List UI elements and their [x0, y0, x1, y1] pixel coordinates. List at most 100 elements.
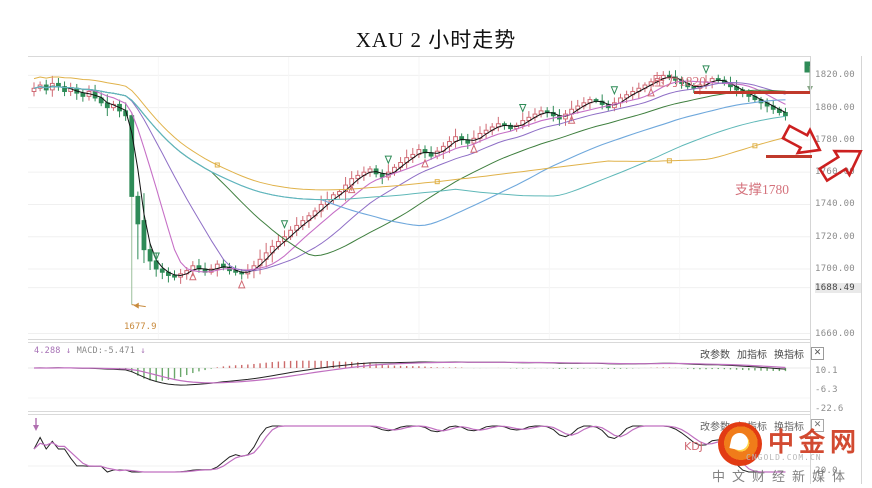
kdj-add-indicator-button[interactable]: 加指标 — [737, 422, 767, 433]
candlestick — [453, 128, 458, 148]
candlestick — [147, 243, 153, 270]
kdj-canvas[interactable] — [28, 414, 810, 484]
candlestick — [56, 77, 61, 91]
macd-dif-value: 4.288 — [34, 346, 61, 356]
candlestick — [618, 93, 623, 108]
macd-arrow-1: ↓ — [65, 346, 72, 356]
signal-triangle-3 — [280, 220, 289, 229]
candlestick — [135, 191, 141, 260]
moving-average-line-0 — [33, 76, 786, 276]
kdj-panel — [28, 414, 810, 484]
candlestick — [422, 145, 428, 159]
low-marker-arrow-icon — [133, 302, 139, 309]
candlestick — [563, 109, 568, 126]
price-axis-label-6: 1700.00 — [815, 264, 856, 274]
candlestick — [318, 195, 324, 218]
ma-marker-0 — [214, 162, 220, 168]
price-axis-label-2: 1780.00 — [815, 134, 856, 145]
candlestick — [330, 191, 336, 204]
ma-marker-1 — [434, 179, 440, 185]
candlestick — [159, 263, 165, 280]
support-level-line — [766, 155, 812, 158]
candlestick — [31, 82, 37, 97]
direction-arrows — [781, 124, 863, 183]
candlestick — [312, 207, 318, 220]
candlestick — [532, 108, 538, 122]
signal-triangle-11 — [647, 87, 655, 97]
signal-triangle-10 — [610, 86, 619, 96]
macd-bottom-border — [28, 411, 810, 412]
price-axis-label-3: 1760.00 — [815, 167, 856, 178]
candlestick — [416, 144, 422, 158]
kdj-close-icon[interactable]: ✕ — [811, 419, 824, 432]
kdj-toolbar[interactable]: 改参数 加指标 换指标 ✕ — [700, 418, 824, 433]
panel-bottom-border — [28, 339, 810, 340]
signal-triangle-1 — [189, 271, 197, 281]
candlestick — [630, 86, 636, 100]
candlestick — [691, 83, 697, 93]
price-chart-canvas[interactable] — [28, 56, 813, 340]
macd-dif-line — [33, 361, 786, 386]
kdj-label: KDJ — [684, 440, 703, 453]
moving-average-line-5 — [33, 86, 786, 201]
macd-add-indicator-button[interactable]: 加指标 — [737, 350, 767, 361]
axis-separator-left — [810, 56, 811, 484]
kdj-change-params-button[interactable]: 改参数 — [700, 422, 730, 433]
macd-axis-label-1: -6.3 — [815, 385, 838, 395]
moving-average-line-2 — [33, 82, 786, 272]
signal-triangle-12 — [702, 65, 710, 75]
candlestick — [196, 258, 202, 273]
candlestick — [508, 122, 513, 132]
low-price-marker: 1677.9 — [124, 322, 157, 332]
macd-canvas[interactable] — [28, 342, 810, 412]
signal-triangle-0 — [152, 252, 160, 262]
candlestick — [141, 193, 147, 264]
candlestick — [593, 97, 599, 104]
macd-switch-indicator-button[interactable]: 换指标 — [774, 350, 804, 361]
price-axis-label-0: 1820.00 — [815, 70, 856, 81]
candlestick — [361, 166, 367, 181]
candlestick — [495, 116, 501, 132]
kdj-axis-label-0: 20.0 — [815, 466, 838, 476]
candlestick — [294, 217, 300, 237]
price-axis-label-8: 1660.00 — [815, 328, 856, 339]
candlestick — [483, 123, 489, 139]
candlestick — [62, 81, 67, 97]
macd-toolbar[interactable]: 改参数 加指标 换指标 ✕ — [700, 346, 824, 361]
resistance-level-line — [694, 91, 810, 94]
candlestick — [300, 216, 306, 231]
candlestick — [410, 147, 416, 163]
macd-close-icon[interactable]: ✕ — [811, 347, 824, 360]
support-annotation: 支撑1780 — [735, 182, 789, 197]
candlestick — [355, 170, 361, 185]
resistance-annotation: 压力1820 — [652, 74, 706, 89]
kdj-top-border — [28, 414, 810, 415]
candlestick — [783, 107, 788, 121]
signal-triangle-4 — [347, 184, 356, 194]
candlestick — [404, 149, 410, 169]
price-chart-panel — [28, 56, 813, 340]
candlestick — [263, 242, 269, 268]
chart-title: XAU 2 小时走势 — [355, 28, 517, 52]
signal-triangle-7 — [470, 144, 478, 153]
macd-change-params-button[interactable]: 改参数 — [700, 350, 730, 361]
moving-average-line-1 — [33, 80, 786, 273]
panel-top-border — [28, 56, 810, 57]
signal-triangle-2 — [237, 279, 246, 289]
arrow-down-right-icon — [781, 124, 822, 155]
macd-dea-line — [34, 361, 786, 384]
macd-panel — [28, 342, 810, 412]
candlestick — [367, 166, 373, 177]
kdj-d-line — [33, 425, 786, 473]
kdj-switch-indicator-button[interactable]: 换指标 — [774, 422, 804, 433]
candlestick — [385, 164, 391, 181]
candlestick — [538, 106, 544, 118]
candlestick — [178, 268, 184, 284]
signal-triangle-8 — [518, 104, 527, 113]
candlestick — [514, 122, 520, 132]
candlestick — [92, 84, 98, 102]
signal-triangle-6 — [421, 158, 429, 168]
macd-top-border — [28, 342, 810, 343]
macd-axis-label-2: -22.6 — [815, 404, 844, 414]
candlestick — [166, 267, 171, 283]
